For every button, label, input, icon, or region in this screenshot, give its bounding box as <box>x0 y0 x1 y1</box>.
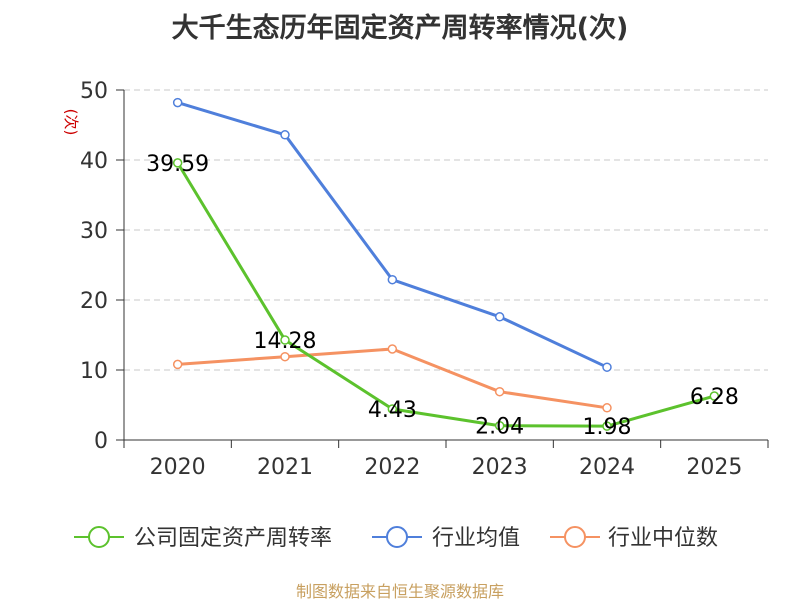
data-label-2025: 6.28 <box>690 385 739 410</box>
legend-marker-1 <box>386 526 408 548</box>
series-1-point-2022 <box>387 274 398 285</box>
legend-label-0: 公司固定资产周转率 <box>134 526 332 551</box>
y-axis-label: (次) <box>62 109 80 136</box>
y-tick-label-30: 30 <box>80 219 108 244</box>
series-0-point-2025 <box>709 391 720 401</box>
data-label-2024: 1.98 <box>583 415 632 440</box>
series-2-point-2021 <box>280 351 290 362</box>
x-tick-label-2020: 2020 <box>150 455 206 480</box>
legend-label-1: 行业均值 <box>432 526 520 551</box>
series-1-point-2021 <box>280 130 290 140</box>
y-tick-label-20: 20 <box>80 289 108 314</box>
series-1-point-2023 <box>494 312 505 322</box>
grid-lines <box>124 89 768 371</box>
series-1-point-2020 <box>172 97 183 108</box>
series-1-point-2024 <box>602 362 612 372</box>
series-0-point-2022 <box>387 404 398 414</box>
x-tick-label-2024: 2024 <box>579 455 635 480</box>
x-tick-label-2025: 2025 <box>686 455 742 480</box>
series <box>172 97 720 431</box>
x-tick-label-2023: 2023 <box>472 455 528 480</box>
y-tick-label-0: 0 <box>94 429 108 454</box>
source-footer: 制图数据来自恒生聚源数据库 <box>295 582 504 601</box>
series-line-0 <box>176 162 715 428</box>
series-0-point-2023 <box>494 420 505 431</box>
series-2-point-2024 <box>602 403 612 413</box>
series-line-1 <box>177 101 608 369</box>
series-0-point-2021 <box>280 335 290 345</box>
series-2-point-2023 <box>494 386 505 397</box>
x-tick-label-2022: 2022 <box>364 455 420 480</box>
series-2-point-2022 <box>387 344 398 354</box>
y-tick-label-10: 10 <box>80 359 108 384</box>
series-2-point-2020 <box>172 359 183 370</box>
legend: 公司固定资产周转率 行业均值 行业中位数 <box>74 526 718 551</box>
data-labels: 39.59 14.28 4.43 2.04 1.98 6.28 <box>146 152 739 440</box>
data-label-2020: 39.59 <box>146 152 209 177</box>
data-label-2021: 14.28 <box>254 329 317 354</box>
legend-marker-2 <box>564 526 586 548</box>
data-label-2022: 4.43 <box>368 398 417 423</box>
y-tick-label-50: 50 <box>80 79 108 104</box>
data-label-2023: 2.04 <box>475 415 524 440</box>
series-0-point-2024 <box>602 421 612 431</box>
legend-marker-0 <box>88 526 110 548</box>
y-tick-label-40: 40 <box>80 149 108 174</box>
chart-title: 大千生态历年固定资产周转率情况(次) <box>171 13 629 44</box>
legend-label-2: 行业中位数 <box>608 526 718 551</box>
series-0-point-2020 <box>172 158 183 168</box>
x-tick-label-2021: 2021 <box>257 455 313 480</box>
axes: 0 10 20 30 40 50 2020 2021 2022 2023 2024 2025 (次) <box>62 79 769 480</box>
